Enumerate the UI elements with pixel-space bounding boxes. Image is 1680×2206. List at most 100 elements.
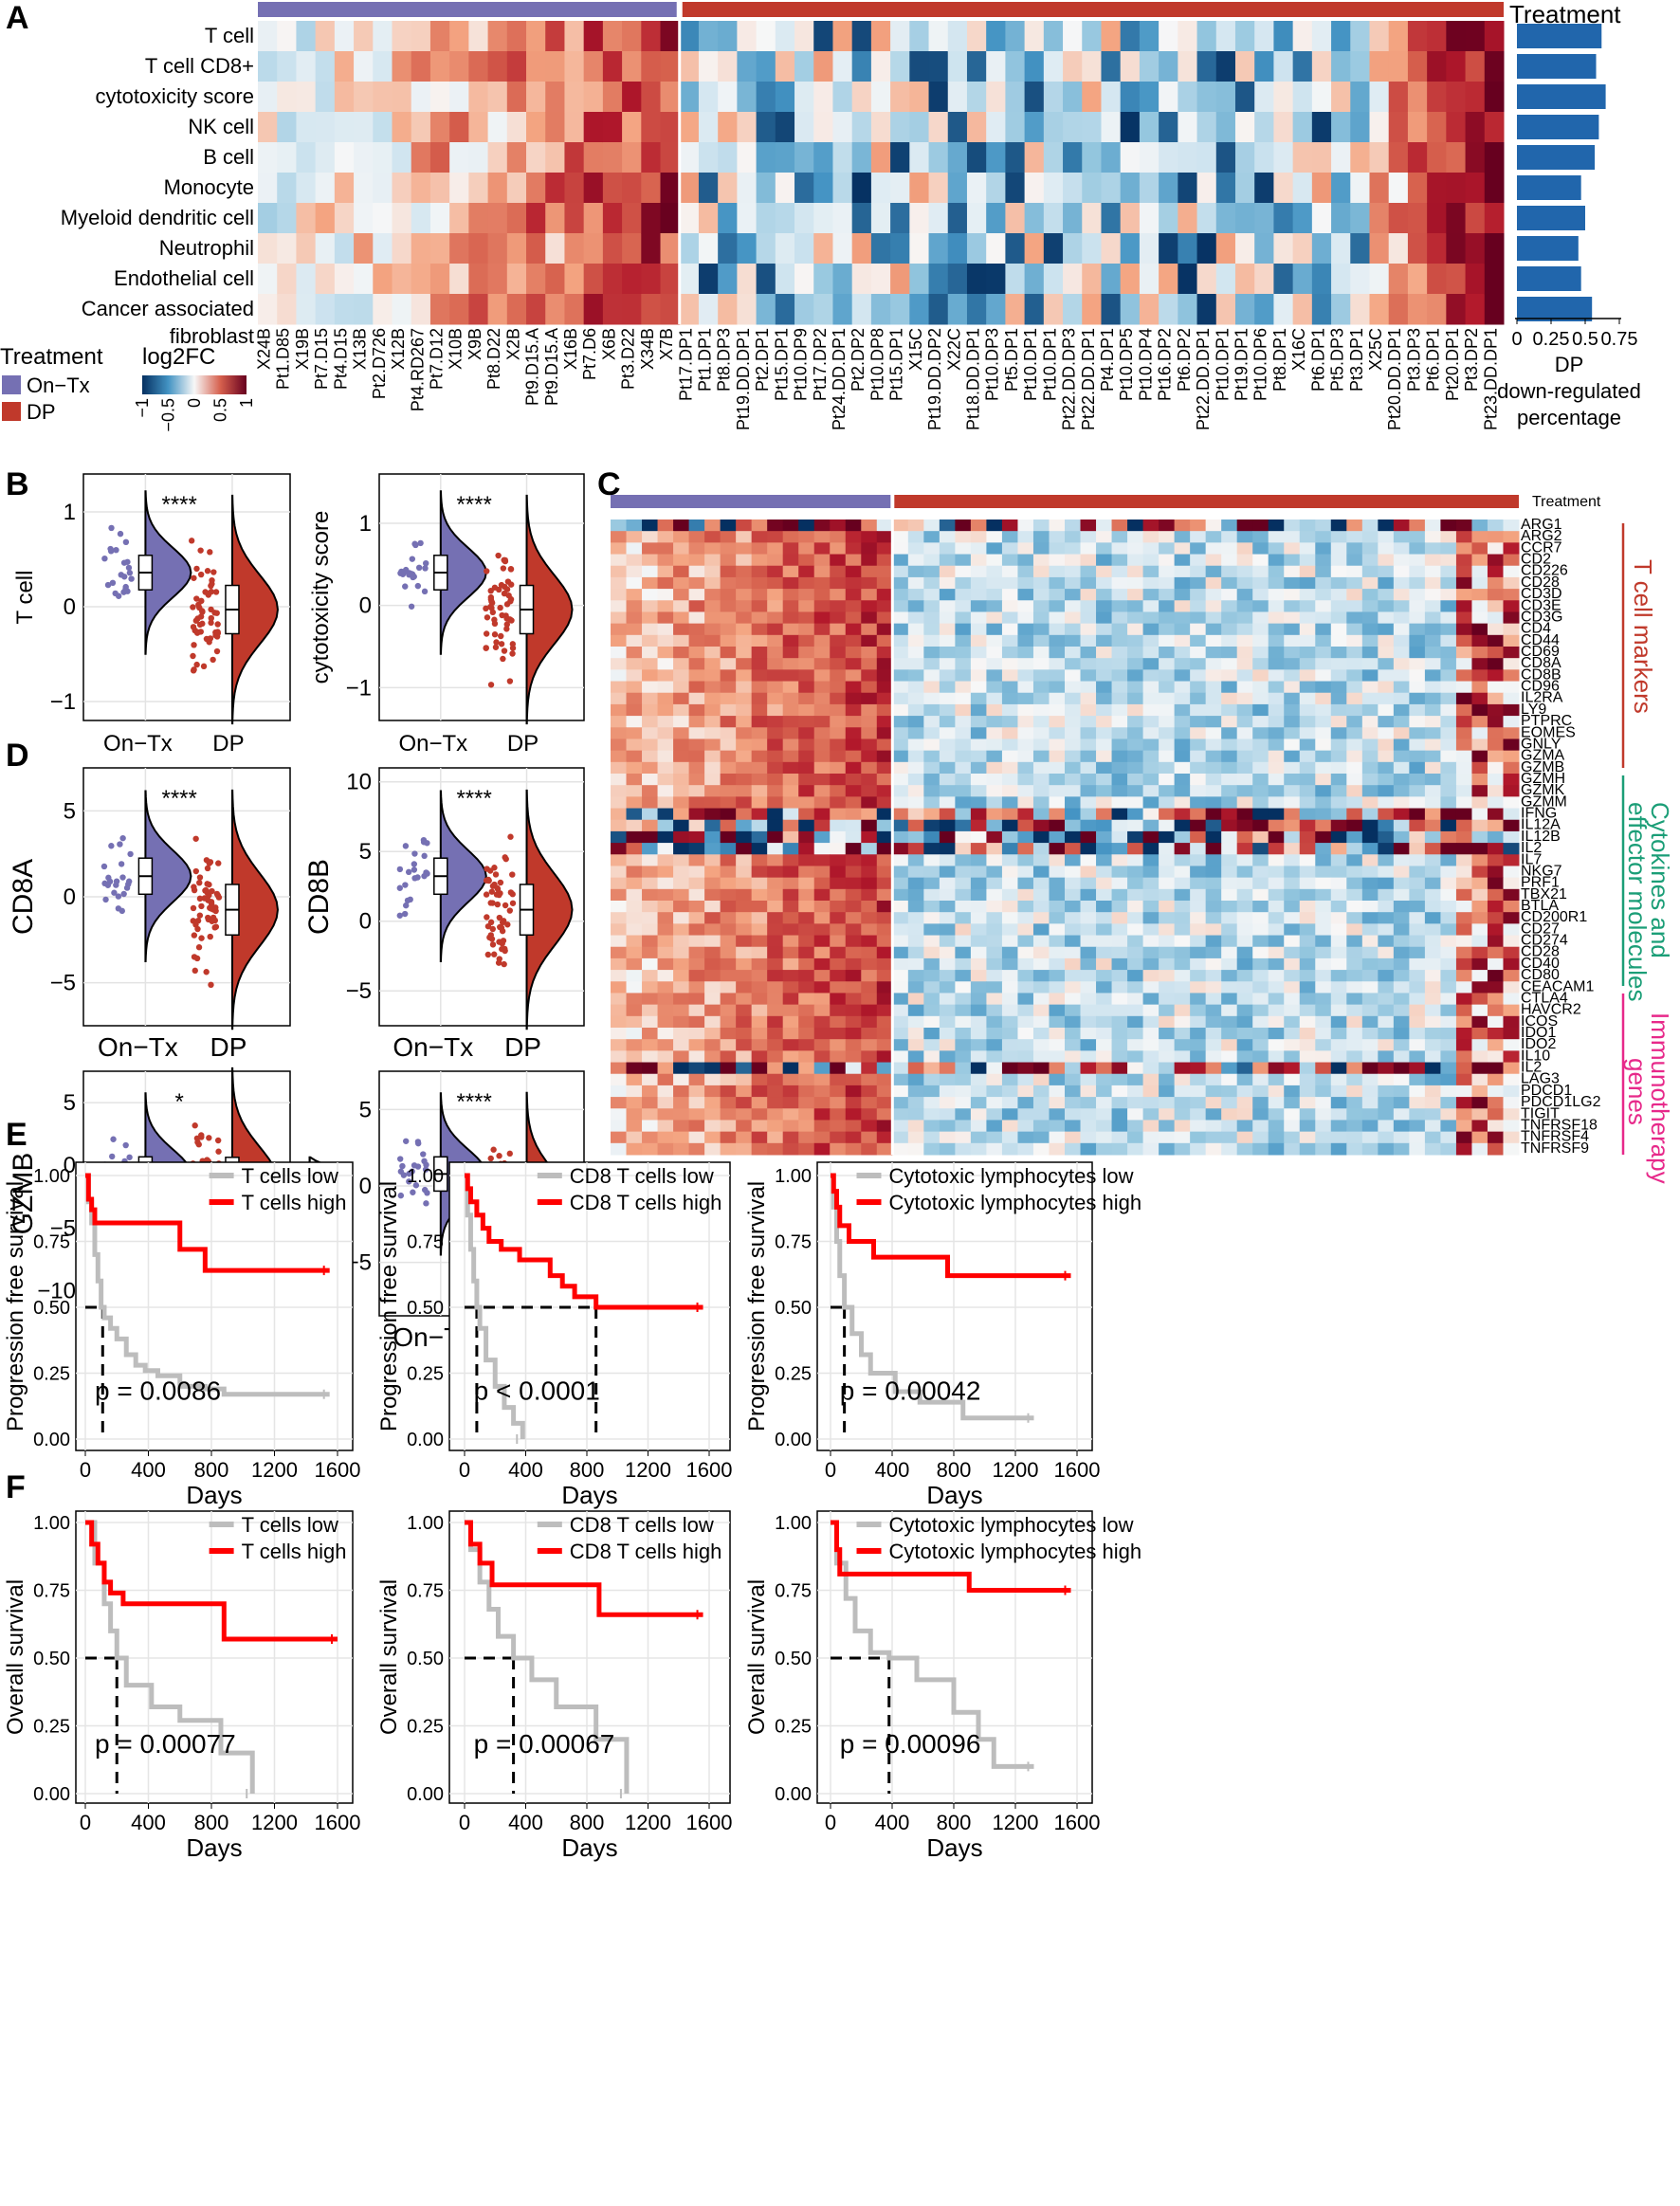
heatmap-cell	[1127, 1004, 1144, 1017]
heatmap-cell	[1032, 970, 1050, 982]
heatmap-cell	[1350, 82, 1370, 113]
heatmap-cell	[970, 843, 987, 855]
heatmap-cell	[1284, 774, 1301, 786]
heatmap-cell	[756, 112, 776, 143]
heatmap-cell	[876, 681, 893, 694]
heatmap-cell	[1221, 531, 1238, 543]
heatmap-cell	[1205, 647, 1222, 659]
heatmap-cell	[1284, 1028, 1301, 1040]
heatmap-cell	[258, 51, 278, 82]
heatmap-cell	[892, 692, 909, 705]
heatmap-cell	[1065, 727, 1082, 739]
bar	[1517, 266, 1581, 291]
heatmap-cell	[526, 142, 546, 173]
heatmap-cell	[602, 294, 623, 325]
heatmap-cell	[851, 264, 872, 295]
heatmap-cell	[1001, 1085, 1018, 1098]
heatmap-cell	[673, 1108, 690, 1121]
data-point	[509, 645, 517, 651]
heatmap-cell	[1409, 808, 1426, 821]
heatmap-cell	[1455, 957, 1472, 971]
x-tick-label: On−Tx	[398, 731, 467, 757]
heatmap-cell	[1024, 82, 1045, 113]
heatmap-cell	[1361, 576, 1379, 590]
heatmap-cell	[845, 1131, 862, 1144]
heatmap-cell	[970, 888, 987, 902]
heatmap-cell	[830, 647, 847, 659]
heatmap-cell	[673, 600, 690, 612]
heatmap-cell	[1190, 542, 1207, 556]
heatmap-cell	[1127, 716, 1144, 728]
heatmap-cell	[1409, 888, 1426, 902]
heatmap-cell	[939, 957, 956, 971]
heatmap-cell	[1268, 866, 1285, 879]
heatmap-cell	[626, 634, 643, 647]
heatmap-cell	[1236, 1131, 1253, 1144]
heatmap-cell	[1190, 1039, 1207, 1051]
heatmap-cell	[1080, 1085, 1097, 1098]
curve-low	[831, 1520, 1034, 1769]
heatmap-cell	[907, 589, 924, 601]
heatmap-cell	[939, 623, 956, 636]
heatmap-cell	[1440, 669, 1457, 683]
heatmap-cell	[851, 51, 872, 82]
x-tick-label: On−Tx	[103, 731, 173, 757]
heatmap-cell	[939, 576, 956, 590]
heatmap-cell	[611, 600, 628, 612]
heatmap-cell	[1330, 692, 1347, 705]
column-label: Pt9.D15.A	[523, 328, 542, 406]
heatmap-cell	[1268, 1073, 1285, 1086]
heatmap-cell	[1017, 623, 1034, 636]
column-label: X16C	[1289, 328, 1308, 371]
heatmap-cell	[1393, 1108, 1410, 1121]
heatmap-cell	[986, 843, 1003, 855]
heatmap-cell	[1484, 51, 1505, 82]
heatmap-cell	[334, 112, 355, 143]
heatmap-cell	[966, 233, 987, 264]
heatmap-cell	[890, 82, 910, 113]
heatmap-cell	[775, 294, 795, 325]
heatmap-cell	[1080, 993, 1097, 1006]
heatmap-cell	[1409, 1108, 1426, 1121]
heatmap-cell	[1273, 21, 1294, 52]
heatmap-cell	[907, 542, 924, 556]
heatmap-cell	[1032, 520, 1050, 532]
heatmap-cell	[767, 935, 784, 948]
heatmap-cell	[970, 774, 987, 786]
heatmap-cell	[626, 785, 643, 797]
heatmap-cell	[1032, 1085, 1050, 1098]
heatmap-cell	[1049, 1050, 1066, 1064]
data-point	[408, 603, 415, 610]
heatmap-cell	[939, 565, 956, 578]
data-point	[423, 1200, 429, 1207]
heatmap-cell	[1252, 1004, 1269, 1017]
heatmap-cell	[1424, 750, 1441, 763]
heatmap-cell	[611, 554, 628, 567]
heatmap-cell	[1409, 1062, 1426, 1075]
heatmap-cell	[1407, 203, 1428, 234]
heatmap-cell	[1032, 647, 1050, 659]
heatmap-cell	[642, 1142, 659, 1156]
heatmap-cell	[1393, 1073, 1410, 1086]
data-point	[405, 868, 412, 876]
heatmap-cell	[947, 294, 968, 325]
heatmap-cell	[1080, 600, 1097, 612]
heatmap-cell	[1120, 82, 1141, 113]
heatmap-cell	[1378, 981, 1395, 994]
heatmap-cell	[688, 1062, 705, 1075]
heatmap-cell	[1268, 611, 1285, 625]
heatmap-cell	[1096, 542, 1113, 556]
heatmap-cell	[1299, 993, 1316, 1006]
heatmap-cell	[955, 970, 972, 982]
heatmap-cell	[720, 703, 737, 717]
data-point	[115, 905, 122, 912]
heatmap-cell	[354, 203, 374, 234]
heatmap-cell	[1101, 203, 1122, 234]
heatmap-cell	[1487, 1085, 1504, 1098]
heatmap-cell	[1065, 1073, 1082, 1086]
heatmap-cell	[277, 264, 297, 295]
heatmap-cell	[1284, 1120, 1301, 1133]
heatmap-cell	[1424, 531, 1441, 543]
heatmap-cell	[1065, 877, 1082, 890]
data-point	[198, 902, 205, 910]
